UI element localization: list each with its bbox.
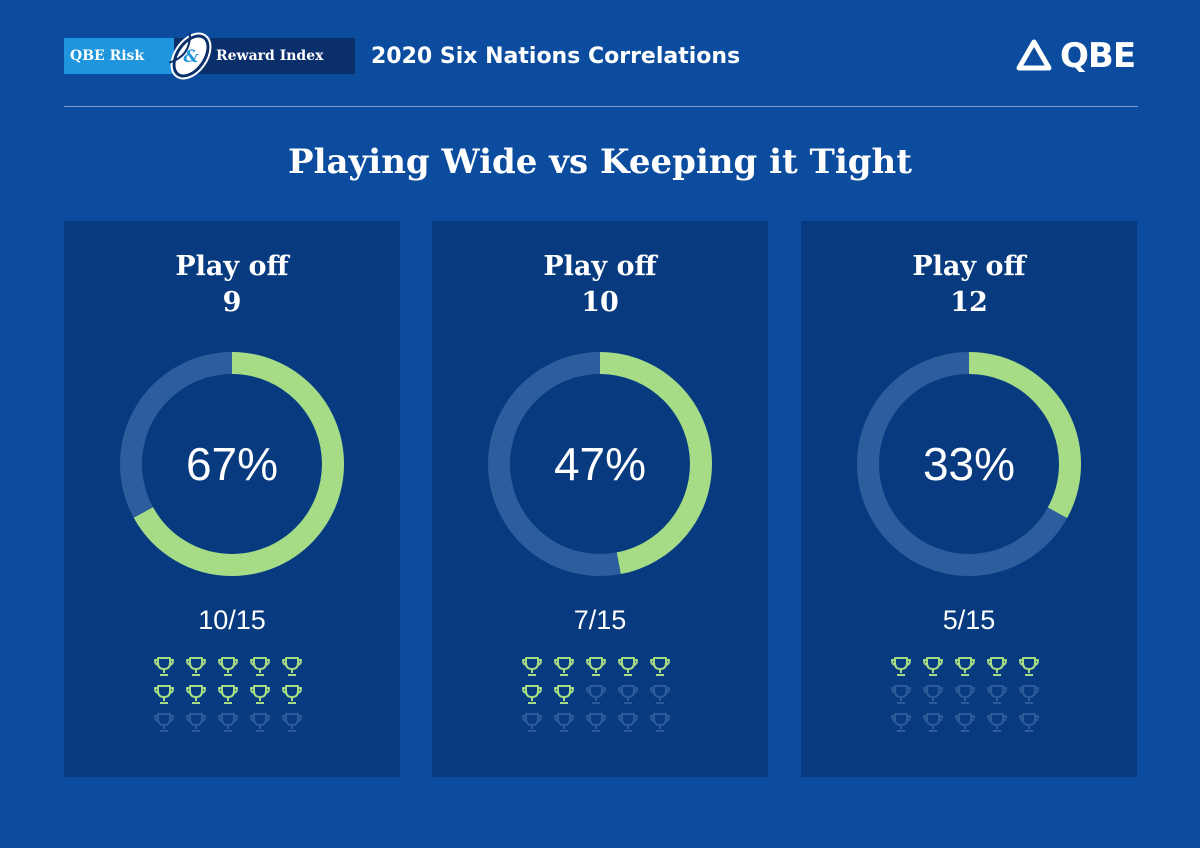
trophy-icon [586,713,606,732]
trophy-icon [1019,685,1039,704]
trophy-icon [650,685,670,704]
trophy-icon [522,657,542,676]
qbe-logo-text: QBE [1060,36,1136,76]
trophy-icon [282,657,302,676]
donut-value-arc [488,352,712,576]
trophy-icon [891,713,911,732]
qbe-logo-icon [1016,39,1052,71]
panel-play-off-9: Play off 9 67% 10/15 [64,221,400,777]
badge-left: QBE Risk [64,38,174,74]
panel-title-line1: Play off [912,251,1026,282]
badge-right-label: Reward Index [216,48,324,64]
panel-title: Play off 10 [432,249,768,321]
trophy-icon [650,713,670,732]
trophy-icon [1019,713,1039,732]
trophy-icon [250,713,270,732]
trophy-icon [618,657,638,676]
trophy-icon [282,685,302,704]
trophy-grid [154,657,302,732]
badge-left-label: QBE Risk [70,48,145,64]
trophy-icon [987,685,1007,704]
trophy-icon [618,685,638,704]
trophy-icon [1019,657,1039,676]
trophy-icon [650,657,670,676]
panel-title-line2: 12 [950,287,988,318]
panel-title-line1: Play off [543,251,657,282]
header: QBE Risk Reward Index & 2020 Six Nations… [64,32,1138,80]
trophy-icon [218,657,238,676]
trophy-icon [282,713,302,732]
donut-percent-label: 33% [923,438,1015,490]
trophy-icon [186,657,206,676]
trophy-grid [522,657,670,732]
trophy-icon [154,657,174,676]
trophy-icon [955,657,975,676]
trophy-icon [554,657,574,676]
trophy-icon [218,713,238,732]
page-title: Playing Wide vs Keeping it Tight [288,142,912,182]
trophy-icon [987,657,1007,676]
trophy-icon [250,657,270,676]
wins-fraction: 7/15 [573,605,627,635]
trophy-icon [154,713,174,732]
panel-play-off-12: Play off 12 33% 5/15 [801,221,1137,777]
trophy-icon [618,713,638,732]
wins-fraction: 10/15 [198,605,266,635]
qbe-risk-reward-badge: QBE Risk Reward Index & [64,32,355,80]
trophy-icon [586,657,606,676]
header-title: 2020 Six Nations Correlations [371,44,741,69]
badge-ampersand: & [183,47,199,67]
trophy-icon [586,685,606,704]
panel-title: Play off 9 [64,249,400,321]
trophy-icon [522,713,542,732]
trophy-icon [154,685,174,704]
donut-chart: 33% [857,352,1081,576]
donut-chart: 67% [120,352,344,576]
trophy-icon [554,713,574,732]
trophy-icon [250,685,270,704]
donut-value-arc [857,352,1081,576]
donut-percent-label: 67% [186,438,278,490]
trophy-icon [955,713,975,732]
trophy-icon [186,685,206,704]
trophy-icon [987,713,1007,732]
panel-title-line2: 9 [222,287,242,318]
trophy-icon [891,657,911,676]
trophy-icon [923,657,943,676]
trophy-grid [891,657,1039,732]
trophy-icon [923,713,943,732]
trophy-icon [955,685,975,704]
rugby-ball-icon: & [168,32,212,80]
donut-value-arc [120,352,344,576]
panel-title-line1: Play off [175,251,289,282]
trophy-icon [186,713,206,732]
donut-chart: 47% [488,352,712,576]
trophy-icon [923,685,943,704]
panel-title: Play off 12 [801,249,1137,321]
qbe-logo: QBE [1014,36,1138,76]
panel-title-line2: 10 [581,287,619,318]
donut-percent-label: 47% [554,438,646,490]
trophy-icon [218,685,238,704]
trophy-icon [891,685,911,704]
trophy-icon [522,685,542,704]
wins-fraction: 5/15 [942,605,996,635]
panel-play-off-10: Play off 10 47% 7/15 [432,221,768,777]
trophy-icon [554,685,574,704]
header-divider [64,106,1138,107]
